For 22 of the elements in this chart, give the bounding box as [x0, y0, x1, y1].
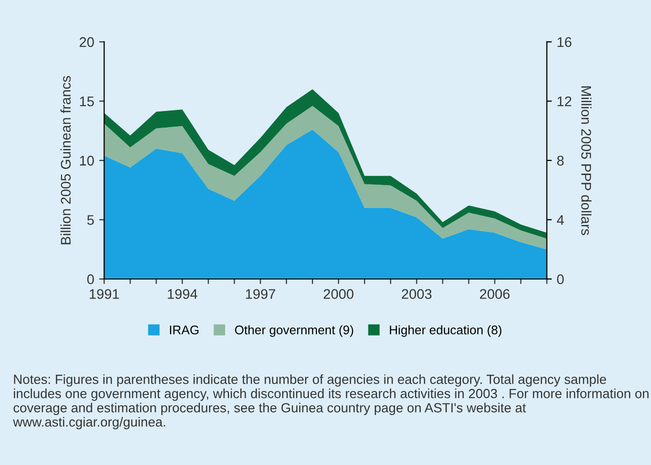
legend-label: IRAG [170, 326, 198, 334]
legend-label: Higher education (8) [390, 325, 502, 337]
y-tick-label: 0 [87, 274, 94, 284]
text: Notes: Figures in parentheses indicate the number of agencies in each category. Total agency sample includes one government agency, which discontinued its research activities in 2003 . For more information on coverage and estimation procedures, see the Guinea country page on ASTI's website at www.asti.cgiar.org/guinea. [13, 374, 649, 430]
y-tick-label: 20 [80, 37, 94, 48]
x-tick-label: 2006 [480, 289, 510, 299]
x-tick-label: 1991 [90, 289, 119, 299]
x-tick-label: 1994 [168, 289, 198, 299]
x-tick-label: 2000 [324, 289, 354, 299]
x-tick-label: 1997 [246, 289, 276, 299]
y2-tick-label: 16 [558, 37, 572, 48]
legend-label: Other government (9) [235, 325, 354, 337]
y2-tick-label: 4 [556, 215, 564, 225]
y2-tick-label: 0 [557, 274, 564, 284]
y2-axis-title: Million 2005 PPP dollars [581, 86, 592, 236]
y-tick-label: 15 [80, 96, 94, 106]
y-tick-label: 5 [87, 215, 94, 225]
y-tick-label: 10 [80, 156, 94, 166]
y-axis-title: Billion 2005 Guinean francs [60, 76, 71, 244]
y2-tick-label: 12 [558, 96, 572, 106]
y2-tick-label: 8 [557, 156, 564, 166]
x-tick-label: 2003 [402, 289, 432, 299]
